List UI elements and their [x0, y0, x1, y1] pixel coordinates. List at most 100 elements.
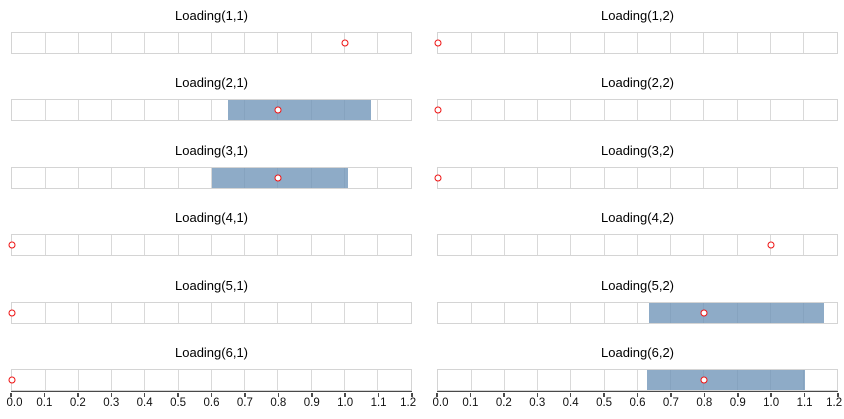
gridline [144, 235, 146, 256]
gridline [803, 33, 805, 53]
gridline [211, 302, 212, 323]
gridline [470, 370, 472, 390]
gridline [503, 235, 505, 256]
x-axis-tick [177, 392, 179, 397]
gridline [144, 167, 146, 188]
gridline [377, 33, 379, 53]
x-axis-tick [803, 392, 806, 397]
gridline [344, 235, 345, 256]
point-marker [434, 106, 442, 114]
x-axis-tick-label: 0.9 [729, 397, 746, 409]
gridline [44, 100, 46, 121]
gridline [503, 33, 505, 53]
x-axis-tick [77, 392, 79, 397]
gridline [570, 302, 572, 323]
interval-strip [437, 234, 838, 257]
point-marker [434, 39, 442, 47]
gridline [637, 370, 638, 390]
gridline [111, 235, 113, 256]
gridline [77, 33, 79, 53]
gridline [603, 167, 605, 188]
gridline [570, 370, 572, 390]
x-axis-tick-label: 0.4 [136, 397, 153, 409]
gridline [211, 235, 212, 256]
gridline [470, 302, 472, 323]
interval-strip [11, 99, 412, 122]
gridline [603, 235, 605, 256]
panel-title: Loading(2,2) [601, 75, 674, 91]
gridline [670, 33, 672, 53]
x-axis-tick [377, 392, 380, 397]
x-axis-tick-label: 0.6 [629, 397, 646, 409]
gridline [244, 370, 246, 390]
interval-strip [437, 301, 838, 324]
point-marker [8, 309, 16, 317]
gridline [603, 100, 605, 121]
gridline [44, 33, 46, 53]
interval-strip [8, 369, 412, 391]
x-axis-tick-label: 0.0 [432, 397, 449, 409]
x-axis-tick [110, 392, 112, 397]
x-axis-tick-label: 0.4 [562, 397, 579, 409]
x-axis-tick-label: 0.7 [662, 397, 679, 409]
gridline [77, 370, 79, 390]
panel-title: Loading(1,2) [601, 8, 674, 23]
gridline [211, 100, 212, 121]
gridline [111, 370, 113, 390]
gridline [377, 302, 379, 323]
gridline [244, 302, 246, 323]
x-axis-tick [344, 392, 346, 397]
panel-title: Loading(1,1) [175, 8, 248, 23]
x-axis-tick-label: 1.2 [826, 397, 843, 409]
gridline [670, 235, 672, 256]
interval-band [228, 100, 372, 121]
gridline [470, 235, 472, 256]
point-marker [434, 174, 442, 182]
x-axis-tick [469, 392, 472, 397]
gridline [310, 235, 312, 256]
interval-strip [8, 301, 412, 324]
gridline [377, 370, 379, 390]
x-axis-tick [770, 392, 772, 397]
gridline [570, 100, 572, 121]
gridline [310, 33, 312, 53]
gridline [736, 167, 738, 188]
x-axis-tick [43, 392, 46, 397]
x-axis-tick-label: 0.1 [462, 397, 479, 409]
gridline [803, 235, 805, 256]
x-axis-tick [10, 392, 12, 397]
gridline [670, 100, 672, 121]
x-axis-line [11, 391, 412, 392]
gridline [670, 167, 672, 188]
gridline [277, 33, 279, 53]
point-marker [274, 174, 282, 182]
point-marker [700, 376, 708, 384]
gridline [470, 33, 472, 53]
gridline [703, 100, 705, 121]
gridline [503, 100, 505, 121]
gridline [603, 370, 605, 390]
x-axis-tick-label: 0.5 [170, 397, 187, 409]
panel-title: Loading(3,1) [175, 142, 248, 158]
gridline [537, 235, 539, 256]
gridline [111, 302, 113, 323]
gridline [803, 100, 805, 121]
point-marker [341, 39, 348, 47]
panel-title: Loading(4,2) [601, 210, 674, 226]
interval-strip [434, 32, 838, 54]
point-marker [767, 241, 774, 249]
gridline [637, 167, 638, 188]
gridline [77, 235, 79, 256]
x-axis-tick [536, 392, 538, 397]
gridline [770, 100, 771, 121]
gridline [503, 302, 505, 323]
interval-strip [434, 99, 838, 122]
x-axis-tick-label: 0.0 [6, 397, 23, 409]
interval-strip [434, 166, 838, 189]
gridline [503, 370, 505, 390]
x-axis-line [437, 391, 838, 392]
gridline [244, 33, 246, 53]
gridline [637, 33, 638, 53]
gridline [637, 100, 638, 121]
x-axis-tick [603, 392, 605, 397]
